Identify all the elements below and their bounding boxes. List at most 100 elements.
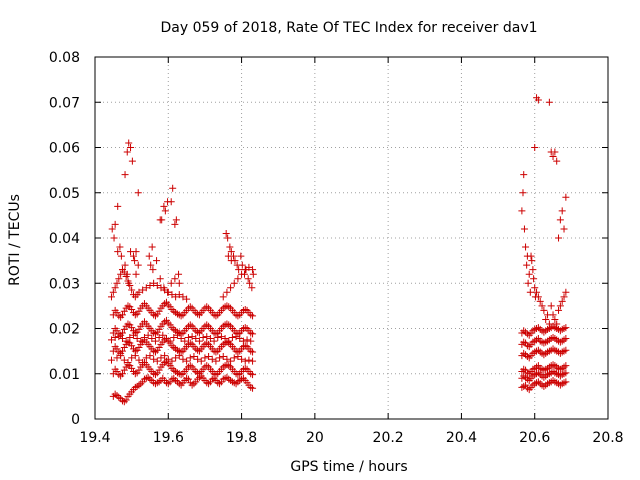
data-point	[150, 329, 158, 337]
data-point	[151, 312, 159, 320]
data-point	[144, 373, 152, 381]
data-point	[175, 279, 183, 287]
data-point	[560, 363, 568, 371]
x-tick-label: 20.4	[446, 430, 477, 446]
data-point	[549, 345, 557, 353]
data-point	[527, 252, 535, 260]
data-point	[536, 337, 544, 345]
data-point	[155, 366, 163, 374]
data-point	[558, 207, 566, 215]
data-point	[558, 325, 566, 333]
data-point	[238, 355, 246, 363]
data-point	[234, 378, 242, 386]
data-point	[145, 252, 153, 260]
data-point	[113, 367, 121, 375]
data-point	[170, 344, 178, 352]
data-point	[526, 288, 534, 296]
data-point	[241, 270, 249, 278]
data-point	[128, 342, 136, 350]
data-point	[223, 288, 231, 296]
data-point	[162, 379, 170, 387]
data-point	[172, 367, 180, 375]
data-point	[533, 325, 541, 332]
x-tick-label: 20.8	[592, 430, 623, 446]
data-point	[118, 347, 126, 355]
data-point	[111, 220, 119, 228]
data-point	[545, 379, 553, 387]
data-point	[544, 325, 552, 333]
data-point	[186, 339, 194, 347]
data-point	[150, 279, 158, 287]
data-point	[149, 266, 157, 274]
data-point	[249, 266, 257, 274]
data-point	[551, 334, 559, 342]
data-point	[533, 363, 541, 371]
data-point	[117, 352, 125, 360]
data-point	[234, 371, 242, 379]
data-point	[212, 348, 220, 356]
data-point	[128, 354, 136, 362]
data-point	[551, 315, 559, 323]
data-point	[107, 293, 115, 301]
data-point	[146, 282, 154, 290]
data-point	[223, 373, 231, 381]
data-point	[545, 336, 553, 344]
data-point	[212, 330, 220, 338]
data-point	[560, 325, 568, 332]
data-point	[164, 319, 172, 327]
data-point	[555, 306, 563, 314]
data-point	[232, 380, 240, 388]
data-point	[556, 365, 564, 373]
data-point	[558, 380, 566, 388]
data-point	[117, 252, 125, 260]
data-point	[241, 357, 249, 365]
data-point	[225, 362, 233, 370]
data-point	[128, 157, 136, 165]
data-point	[524, 279, 532, 287]
data-point	[247, 370, 255, 378]
data-point	[120, 344, 128, 352]
data-point	[118, 334, 126, 342]
data-point	[558, 364, 566, 372]
y-tick-label: 0.02	[49, 322, 80, 338]
y-tick-label: 0.07	[49, 95, 80, 111]
data-point	[115, 312, 123, 320]
data-point	[129, 331, 137, 339]
data-point	[542, 381, 550, 389]
data-point	[529, 266, 537, 274]
data-point	[555, 234, 563, 242]
data-point	[161, 318, 169, 326]
data-point	[536, 325, 544, 333]
data-point	[562, 193, 570, 201]
data-point	[225, 321, 233, 329]
data-point	[542, 327, 550, 335]
data-point	[562, 288, 570, 296]
data-point	[161, 358, 169, 366]
data-point	[553, 157, 561, 165]
data-point	[155, 378, 163, 386]
data-point	[153, 282, 161, 290]
y-axis-label: ROTI / TECUs	[7, 194, 23, 286]
data-point	[150, 355, 158, 363]
data-point	[529, 327, 537, 335]
data-point	[172, 293, 180, 301]
data-point	[124, 358, 132, 366]
data-point	[118, 311, 126, 319]
data-point	[183, 374, 191, 382]
data-point	[142, 284, 150, 292]
data-point	[166, 337, 174, 345]
data-point	[540, 373, 548, 381]
data-point	[237, 252, 245, 260]
data-point	[529, 372, 537, 380]
data-point	[144, 331, 152, 339]
data-point	[111, 334, 119, 342]
data-point	[534, 346, 542, 354]
data-point	[177, 348, 185, 356]
data-point	[181, 337, 189, 345]
data-point	[235, 266, 243, 274]
data-point	[173, 378, 181, 386]
data-point	[113, 354, 121, 362]
data-point	[109, 347, 117, 355]
data-point	[232, 333, 240, 341]
